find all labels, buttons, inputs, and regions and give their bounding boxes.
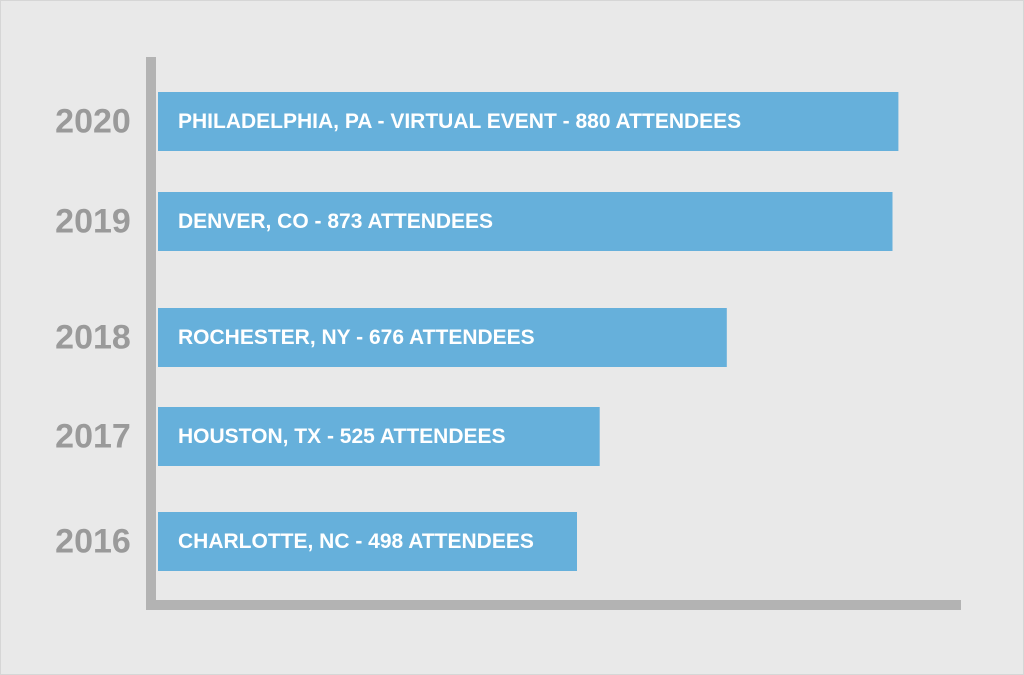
year-label-2019: 2019 (55, 203, 131, 241)
bar-2019 (158, 192, 893, 251)
bar-label-2016: CHARLOTTE, NC - 498 ATTENDEES (178, 530, 534, 553)
year-label-2018: 2018 (55, 319, 131, 357)
bar-2020 (158, 92, 899, 151)
bar-label-2019: DENVER, CO - 873 ATTENDEES (178, 210, 493, 233)
bar-2018 (158, 308, 727, 367)
bar-label-2018: ROCHESTER, NY - 676 ATTENDEES (178, 326, 535, 349)
bar-label-2017: HOUSTON, TX - 525 ATTENDEES (178, 425, 506, 448)
bar-label-2020: PHILADELPHIA, PA - VIRTUAL EVENT - 880 A… (178, 110, 741, 133)
bars-layer: PHILADELPHIA, PA - VIRTUAL EVENT - 880 A… (55, 92, 899, 571)
bar-2016 (158, 512, 577, 571)
year-label-2016: 2016 (55, 523, 131, 561)
year-label-2017: 2017 (55, 418, 131, 456)
year-label-2020: 2020 (55, 103, 131, 141)
bar-2017 (158, 407, 600, 466)
